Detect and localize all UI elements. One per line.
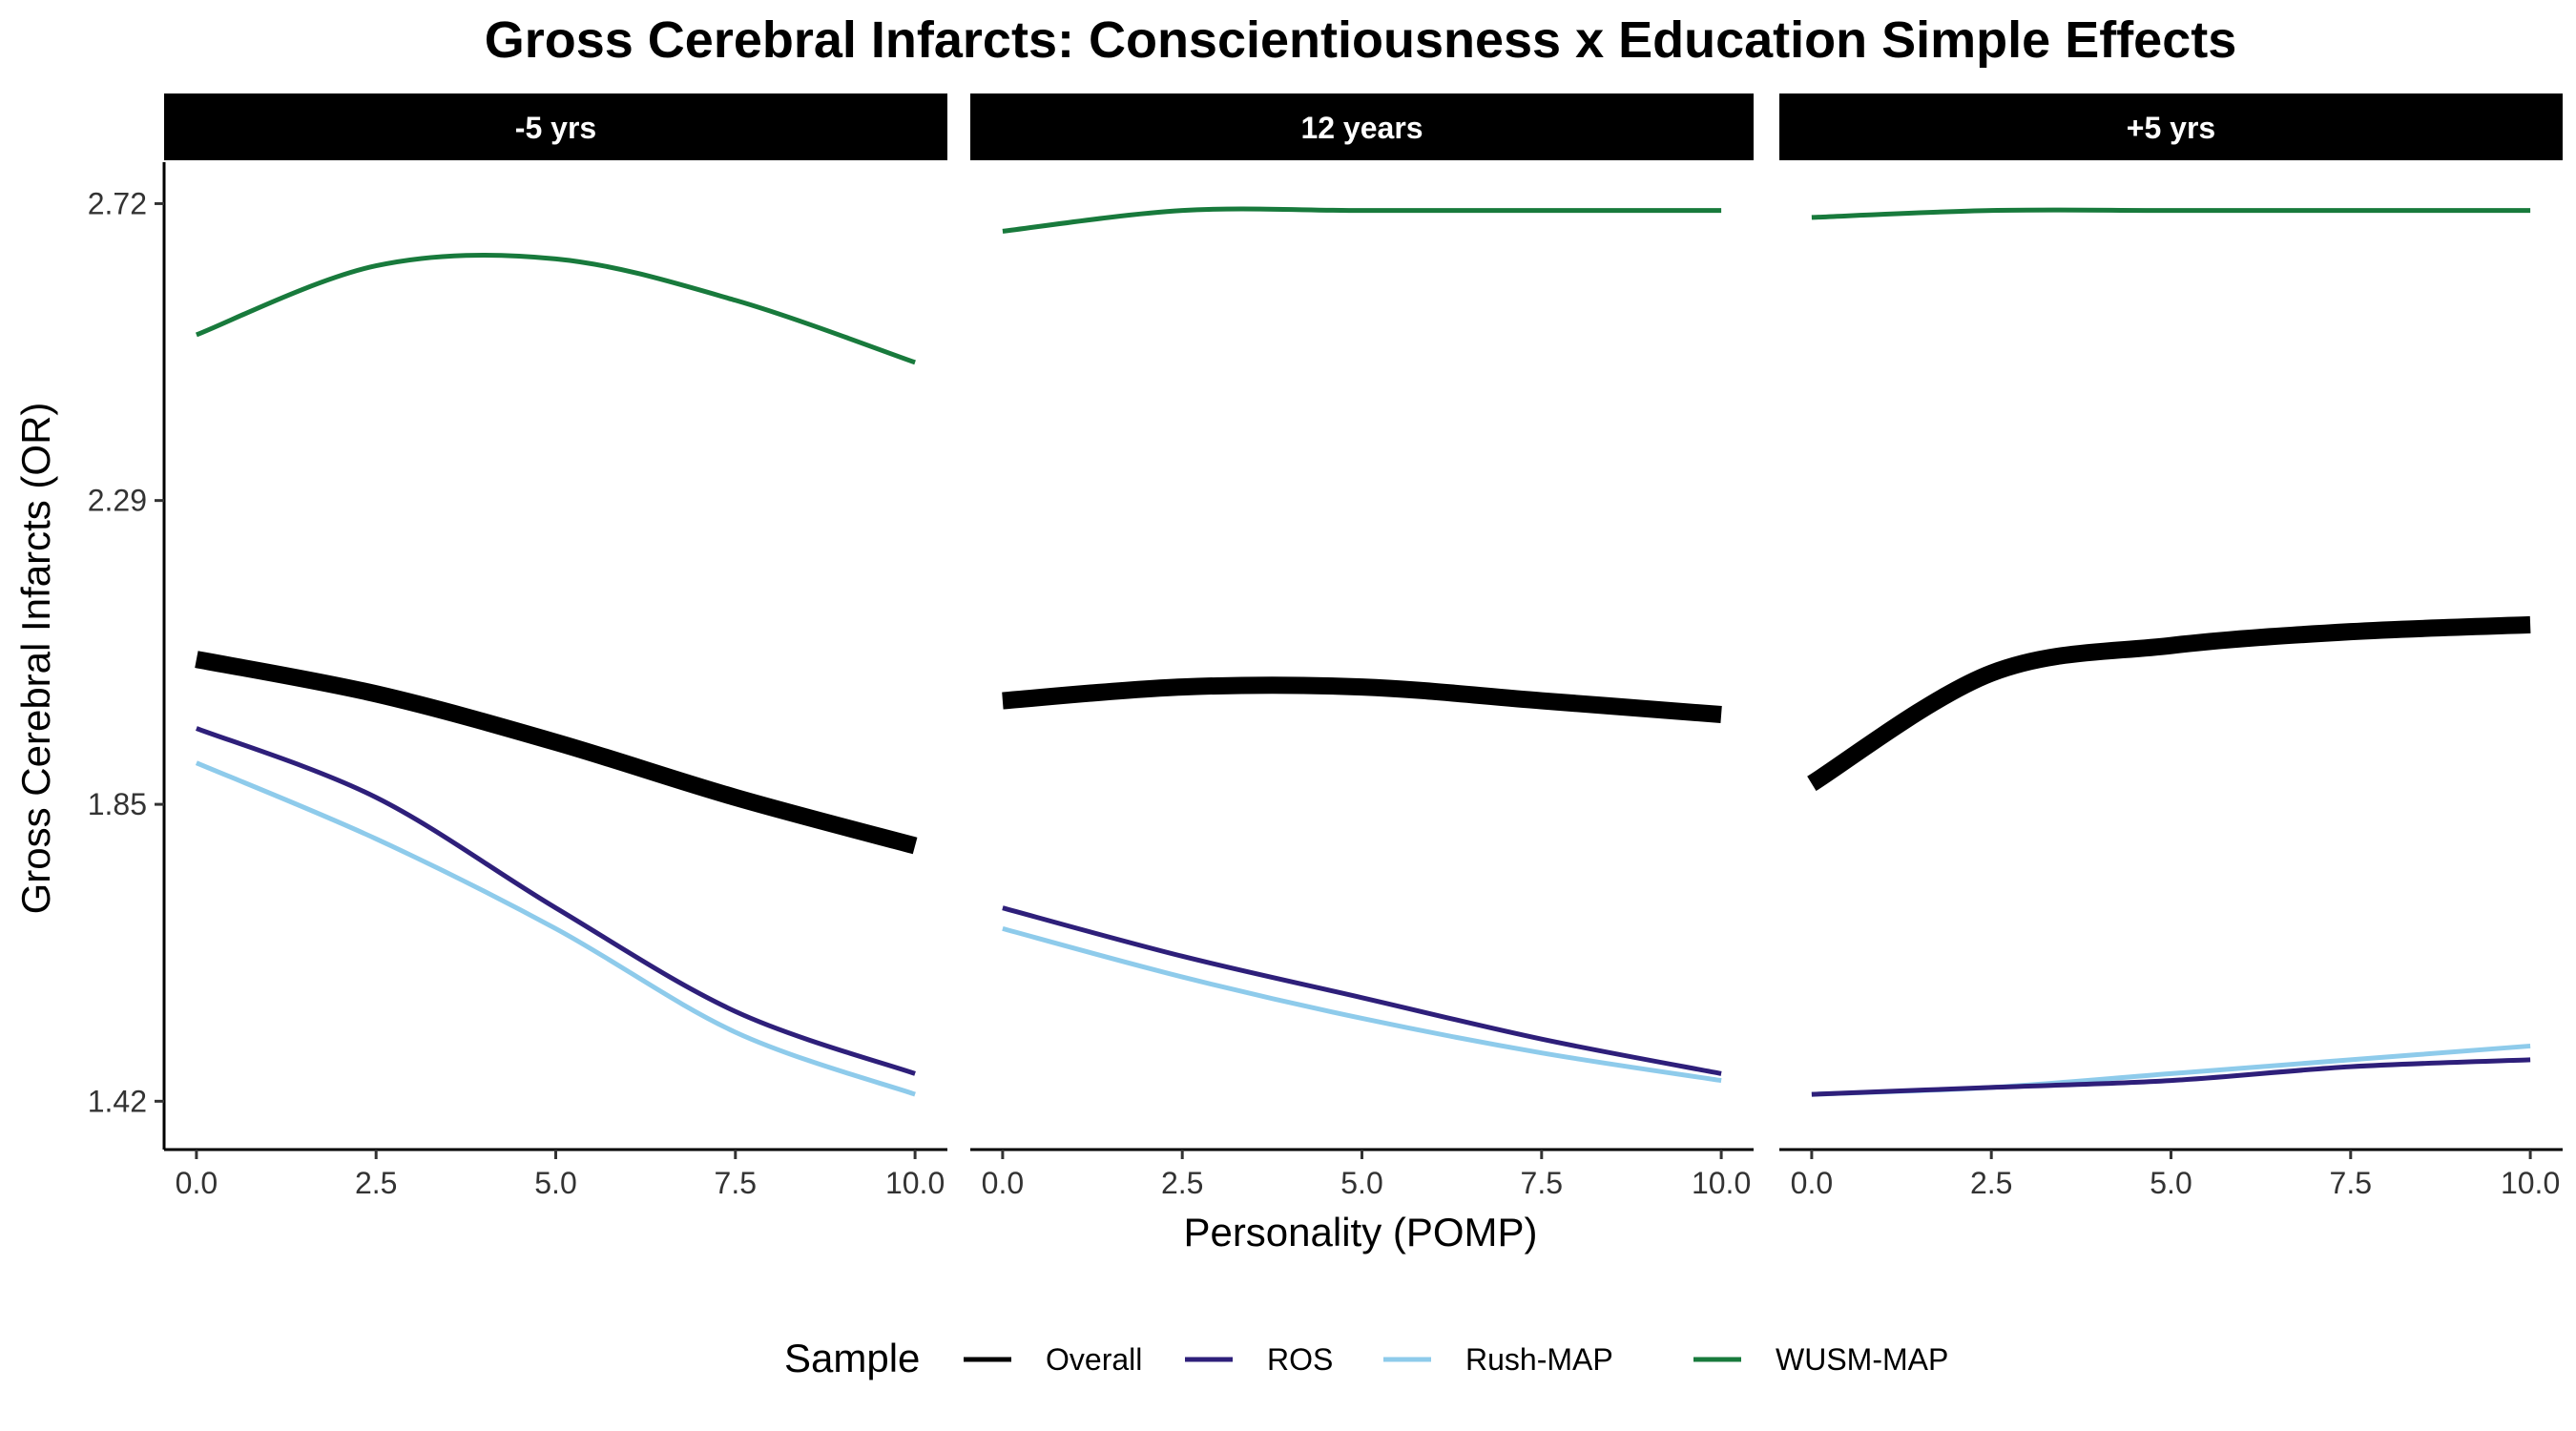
series-line-rush-map	[1002, 925, 1722, 1084]
chart-title: Gross Cerebral Infarcts: Conscientiousne…	[485, 11, 2237, 69]
legend-label-wusm-map: WUSM-MAP	[1776, 1342, 1948, 1377]
facet-strip-label: -5 yrs	[515, 111, 596, 145]
facet-strip	[970, 93, 1754, 160]
facet-panel-1: -5 yrs 1.42 1.85 2.29 2.72 0.0 2.5 5.0 7.5 10.0	[88, 93, 947, 1200]
y-tick-label: 2.72	[88, 186, 147, 220]
facet-strip	[1779, 93, 2563, 160]
x-tick-label: 5.0	[1340, 1166, 1382, 1200]
y-axis-title: Gross Cerebral Infarcts (OR)	[13, 403, 58, 915]
x-tick-label: 0.0	[982, 1166, 1024, 1200]
facet-strip-label: +5 yrs	[2127, 111, 2215, 145]
x-tick-label: 10.0	[885, 1166, 945, 1200]
series-line-wusm-map	[195, 252, 916, 365]
legend-label-ros: ROS	[1267, 1342, 1333, 1377]
x-tick-label: 0.0	[176, 1166, 218, 1200]
facet-panel-2: 12 years 0.0 2.5 5.0 7.5 10.0	[970, 93, 1754, 1200]
series-line-ros	[1811, 1057, 2531, 1097]
series-line-wusm-map	[1811, 207, 2531, 220]
series-line-overall	[195, 651, 918, 855]
facet-strip-label: 12 years	[1300, 111, 1423, 145]
x-axis-title: Personality (POMP)	[1183, 1210, 1537, 1255]
x-tick-label: 5.0	[2150, 1166, 2192, 1200]
x-tick-label: 7.5	[2330, 1166, 2372, 1200]
x-tick-label: 0.0	[1791, 1166, 1833, 1200]
series-line-overall	[1807, 615, 2531, 792]
series-line-ros	[1002, 905, 1722, 1076]
series-line-overall	[1002, 676, 1722, 723]
legend-title: Sample	[784, 1336, 920, 1380]
series-line-rush-map	[1811, 1043, 2531, 1097]
x-tick-label: 2.5	[1970, 1166, 2012, 1200]
x-tick-label: 5.0	[534, 1166, 576, 1200]
x-tick-label: 7.5	[715, 1166, 757, 1200]
x-tick-label: 2.5	[355, 1166, 397, 1200]
x-tick-label: 2.5	[1161, 1166, 1203, 1200]
legend-label-rush-map: Rush-MAP	[1465, 1342, 1613, 1377]
legend-label-overall: Overall	[1046, 1342, 1142, 1377]
facet-strip	[164, 93, 947, 160]
x-tick-label: 7.5	[1521, 1166, 1563, 1200]
y-tick-label: 1.42	[88, 1084, 147, 1118]
y-tick-label: 2.29	[88, 484, 147, 518]
x-tick-label: 10.0	[1692, 1166, 1751, 1200]
facet-panel-3: +5 yrs 0.0 2.5 5.0 7.5 10.0	[1779, 93, 2563, 1200]
series-line-rush-map	[195, 760, 916, 1097]
series-line-ros	[195, 726, 916, 1076]
legend: Sample Overall ROS Rush-MAP WUSM-MAP	[784, 1336, 1948, 1380]
y-tick-label: 1.85	[88, 787, 147, 821]
x-tick-label: 10.0	[2501, 1166, 2560, 1200]
series-line-wusm-map	[1002, 206, 1722, 234]
